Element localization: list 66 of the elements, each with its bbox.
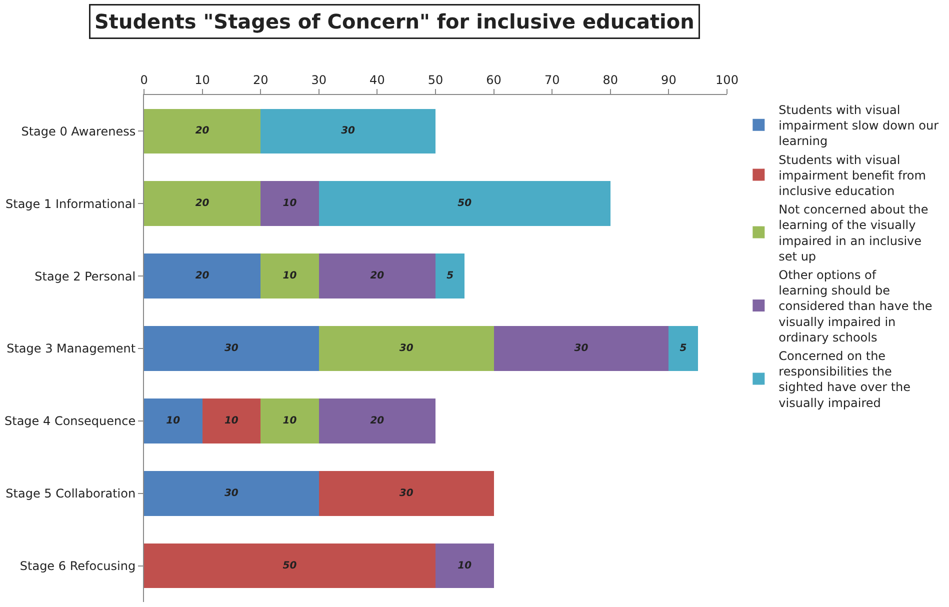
- x-tick-label: 0: [140, 73, 148, 88]
- bar: [260, 181, 319, 226]
- y-tick-label: Stage 3 Management: [6, 342, 136, 356]
- x-tick-label: 20: [252, 73, 268, 88]
- bar: [144, 543, 436, 588]
- bar: [144, 108, 261, 154]
- data-label: 30: [399, 343, 414, 354]
- legend-label: Students with visual impairment benefit from inclusive education: [778, 152, 926, 198]
- x-tick-label: 90: [661, 73, 676, 88]
- y-tick-label: Stage 4 Consequence: [4, 414, 136, 428]
- bar: [436, 254, 465, 299]
- y-tick-label: Stage 1 Informational: [6, 196, 136, 211]
- bar: [318, 326, 494, 371]
- x-tick-label: 100: [716, 73, 738, 88]
- y-tick-label: Stage 5 Collaboration: [6, 486, 136, 501]
- data-label: 10: [458, 560, 472, 572]
- data-label: 20: [370, 270, 384, 282]
- bar: [144, 470, 319, 516]
- legend-label: Other options of learning should be considered than have the visually impaired in ordinary schools: [778, 268, 932, 344]
- x-tick-label: 80: [602, 73, 618, 88]
- data-label: 10: [282, 198, 297, 210]
- legend-label: Not concerned about the learning of the visually impaired in an inclusive set up: [778, 202, 928, 264]
- x-tick-label: 10: [194, 73, 210, 88]
- x-tick-label: 70: [544, 73, 560, 88]
- data-label: 30: [341, 126, 356, 137]
- bar: [318, 398, 436, 444]
- y-tick-label: Stage 2 Personal: [34, 269, 136, 284]
- bar: [436, 543, 494, 588]
- y-tick-label: Stage 6 Refocusing: [20, 558, 136, 573]
- bar: [202, 398, 261, 444]
- data-label: 10: [166, 415, 180, 426]
- data-label: 30: [574, 343, 588, 354]
- legend-label: Students with visual impairment slow down our learning: [778, 102, 939, 148]
- data-label: 20: [195, 198, 210, 210]
- bar: [318, 254, 436, 299]
- x-tick-label: 40: [370, 73, 385, 88]
- x-tick-label: 50: [428, 73, 444, 88]
- bar: [494, 326, 669, 371]
- chart-title: Students "Stages of Concern" for inclusive education: [94, 10, 694, 34]
- data-label: 30: [399, 488, 414, 499]
- data-label: 5: [680, 343, 687, 354]
- bar: [260, 108, 436, 154]
- data-label: 10: [224, 415, 238, 426]
- data-label: 5: [446, 270, 454, 282]
- data-label: 20: [370, 415, 384, 426]
- bar: [260, 398, 319, 444]
- data-label: 30: [224, 343, 238, 354]
- y-tick-label: Stage 0 Awareness: [21, 124, 136, 138]
- x-tick-label: 60: [486, 73, 502, 88]
- bar: [144, 181, 261, 226]
- data-label: 30: [224, 488, 238, 499]
- data-label: 10: [282, 415, 297, 426]
- x-tick-label: 30: [311, 73, 327, 88]
- data-label: 20: [195, 126, 210, 137]
- bar: [668, 326, 698, 371]
- data-label: 10: [282, 270, 297, 282]
- bar: [318, 470, 494, 516]
- data-label: 50: [282, 560, 297, 572]
- data-label: 50: [458, 198, 472, 210]
- bar: [144, 326, 319, 371]
- bar: [318, 181, 610, 226]
- bar: [144, 398, 202, 444]
- bar: [260, 254, 319, 299]
- bar: [144, 254, 261, 299]
- legend-label: Concerned on the responsibilities the sighted have over the visually impaired: [778, 348, 911, 410]
- data-label: 20: [195, 270, 210, 282]
